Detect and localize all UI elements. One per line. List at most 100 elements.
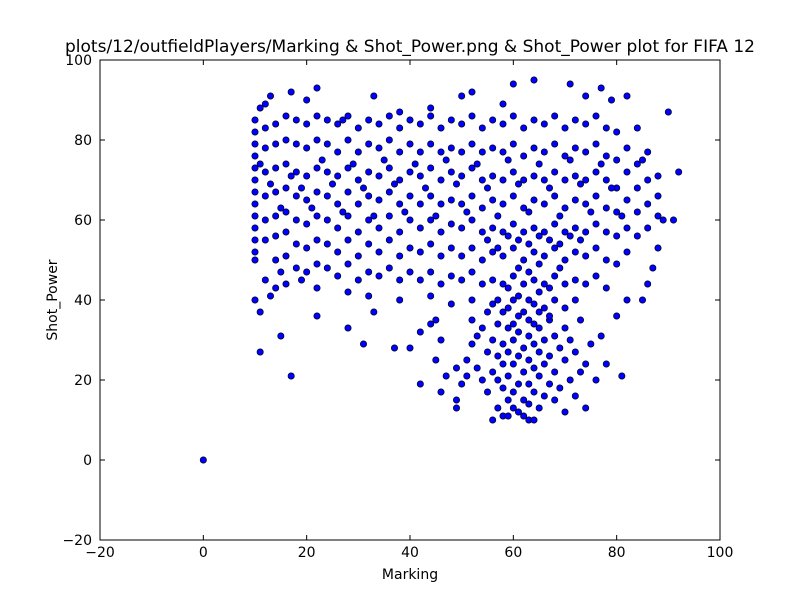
scatter-point [458, 252, 466, 260]
scatter-point [530, 340, 538, 348]
scatter-point [613, 312, 621, 320]
scatter-point [365, 140, 373, 148]
scatter-point [473, 364, 481, 372]
scatter-point [561, 304, 569, 312]
scatter-point [344, 164, 352, 172]
scatter-point [654, 244, 662, 252]
scatter-point [520, 228, 528, 236]
scatter-point [514, 408, 522, 416]
scatter-point [354, 148, 362, 156]
scatter-point [551, 192, 559, 200]
y-tick-label: 0 [83, 453, 92, 469]
scatter-point [478, 280, 486, 288]
scatter-point [525, 380, 533, 388]
scatter-point [272, 284, 280, 292]
scatter-point [473, 160, 481, 168]
scatter-point [427, 216, 435, 224]
scatter-point [649, 264, 657, 272]
x-tick-label: 0 [199, 545, 208, 561]
scatter-point [540, 336, 548, 344]
scatter-point [545, 380, 553, 388]
chart-title: plots/12/outfieldPlayers/Marking & Shot_… [65, 37, 755, 57]
scatter-point [458, 276, 466, 284]
scatter-point [344, 236, 352, 244]
scatter-point [504, 232, 512, 240]
scatter-point [489, 196, 497, 204]
scatter-point [452, 364, 460, 372]
scatter-point [478, 376, 486, 384]
scatter-point [416, 276, 424, 284]
scatter-point [437, 336, 445, 344]
scatter-point [323, 264, 331, 272]
scatter-point [504, 396, 512, 404]
scatter-point [644, 280, 652, 288]
scatter-point [365, 240, 373, 248]
scatter-point [251, 200, 259, 208]
scatter-point [582, 200, 590, 208]
scatter-point [530, 172, 538, 180]
scatter-point [623, 144, 631, 152]
scatter-point [478, 256, 486, 264]
scatter-point [277, 268, 285, 276]
scatter-point [468, 316, 476, 324]
scatter-point [478, 204, 486, 212]
scatter-point [494, 376, 502, 384]
scatter-point [530, 224, 538, 232]
scatter-point [535, 348, 543, 356]
scatter-point [437, 280, 445, 288]
scatter-point [623, 248, 631, 256]
scatter-point [602, 204, 610, 212]
scatter-point [592, 244, 600, 252]
scatter-point [313, 284, 321, 292]
scatter-point [406, 192, 414, 200]
scatter-point [427, 140, 435, 148]
scatter-point [489, 172, 497, 180]
scatter-point [494, 404, 502, 412]
scatter-point [287, 372, 295, 380]
scatter-point [602, 284, 610, 292]
scatter-point [561, 228, 569, 236]
scatter-point [292, 264, 300, 272]
scatter-point [483, 184, 491, 192]
scatter-point [452, 396, 460, 404]
y-tick-label: 80 [74, 133, 92, 149]
scatter-point [551, 296, 559, 304]
scatter-point [561, 176, 569, 184]
scatter-point [520, 344, 528, 352]
scatter-point [344, 212, 352, 220]
scatter-point [272, 140, 280, 148]
scatter-point [582, 252, 590, 260]
scatter-point [659, 216, 667, 224]
y-tick-label: −20 [62, 533, 92, 549]
scatter-point [375, 272, 383, 280]
scatter-point [282, 228, 290, 236]
scatter-point [654, 192, 662, 200]
scatter-point [442, 156, 450, 164]
scatter-point [489, 300, 497, 308]
scatter-point [251, 164, 259, 172]
x-tick-label: −20 [85, 545, 115, 561]
scatter-point [509, 112, 517, 120]
scatter-point [396, 148, 404, 156]
scatter-point [354, 228, 362, 236]
scatter-point [540, 360, 548, 368]
scatter-point [525, 268, 533, 276]
scatter-point [334, 148, 342, 156]
scatter-point [566, 80, 574, 88]
scatter-point [633, 124, 641, 132]
scatter-point [375, 248, 383, 256]
scatter-point [323, 192, 331, 200]
scatter-point [292, 168, 300, 176]
scatter-point [256, 308, 264, 316]
scatter-point [354, 124, 362, 132]
scatter-point [602, 176, 610, 184]
scatter-point [396, 108, 404, 116]
scatter-point [540, 252, 548, 260]
scatter-point [561, 256, 569, 264]
scatter-point [623, 168, 631, 176]
scatter-point [514, 292, 522, 300]
scatter-point [525, 296, 533, 304]
scatter-point [272, 188, 280, 196]
scatter-point [251, 188, 259, 196]
scatter-point [504, 156, 512, 164]
